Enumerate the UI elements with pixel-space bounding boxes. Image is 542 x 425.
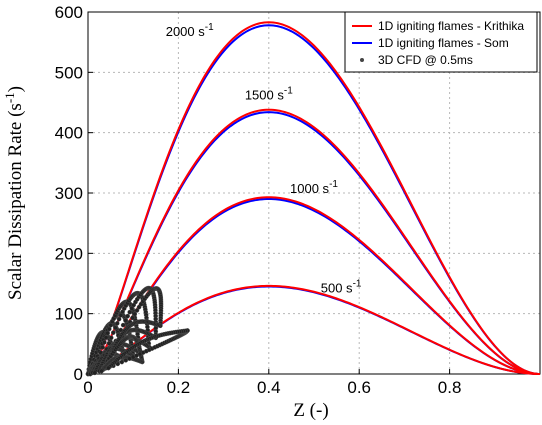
scatter-point [100,345,105,350]
y-axis-label: Scalar Dissipation Rate (s-1) [2,86,26,300]
legend-label-som: 1D igniting flames - Som [378,36,509,50]
legend: 1D igniting flames - Krithika 1D ignitin… [344,11,538,73]
y-tick-label: 500 [55,63,83,82]
x-tick-label: 0.8 [438,378,462,397]
series-line-1d-igniting-flames-krithika [87,284,541,375]
scatter-point [114,321,120,326]
scatter-point [92,370,98,376]
scatter-point [103,335,109,340]
x-axis: 0 0.2 0.4 0.6 0.8 [83,369,461,397]
scatter-point [116,316,122,322]
scatter-point [129,306,135,311]
scatter-point [132,311,138,317]
scatter-point [120,322,126,328]
scatter-point [134,308,140,313]
y-tick-label: 600 [55,3,83,22]
scatter-point [123,358,129,363]
legend-label-krithika: 1D igniting flames - Krithika [378,19,524,33]
scatter-point [106,365,111,371]
scatter-point [99,368,104,374]
x-axis-label: Z (-) [293,400,328,421]
scatter-point [123,318,128,323]
scatter-points [85,285,190,377]
y-tick-label: 0 [74,365,83,384]
scatter-point [119,359,125,365]
scatter-point [125,313,130,319]
series-line-1d-igniting-flames-krithika [87,108,541,375]
scatter-point [130,315,135,321]
x-tick-label: 0.2 [167,378,191,397]
strain-rate-label: 2000 s-1 [166,22,214,39]
legend-box [344,11,538,73]
scatter-point [106,340,112,346]
strain-rate-label: 500 s-1 [321,279,362,296]
y-tick-label: 400 [55,124,83,143]
scatter-point [108,335,114,341]
scatter-point [113,325,118,331]
strain-rate-label: 1500 s-1 [245,85,293,102]
y-axis: 0 100 200 300 400 500 600 [55,3,93,384]
scatter-point [102,339,107,345]
scatter-point [127,309,133,315]
x-tick-label: 0.6 [347,378,371,397]
legend-label-cfd: 3D CFD @ 0.5ms [378,53,473,67]
legend-marker-cfd [360,58,364,62]
annotations: 2000 s-1 1500 s-1 1000 s-1 500 s-1 [166,22,362,295]
y-tick-label: 300 [55,184,83,203]
x-tick-label: 0.4 [257,378,281,397]
series-lines [87,21,541,375]
scatter-point [106,326,112,332]
series-line-1d-igniting-flames-krithika [87,196,541,375]
y-tick-label: 100 [55,305,83,324]
series-line-1d-igniting-flames-krithika [87,21,541,375]
strain-rate-label: 1000 s-1 [290,179,338,196]
y-tick-label: 200 [55,244,83,263]
scatter-point [111,330,116,335]
scatter-point [105,330,110,336]
x-tick-label: 0 [83,378,92,397]
